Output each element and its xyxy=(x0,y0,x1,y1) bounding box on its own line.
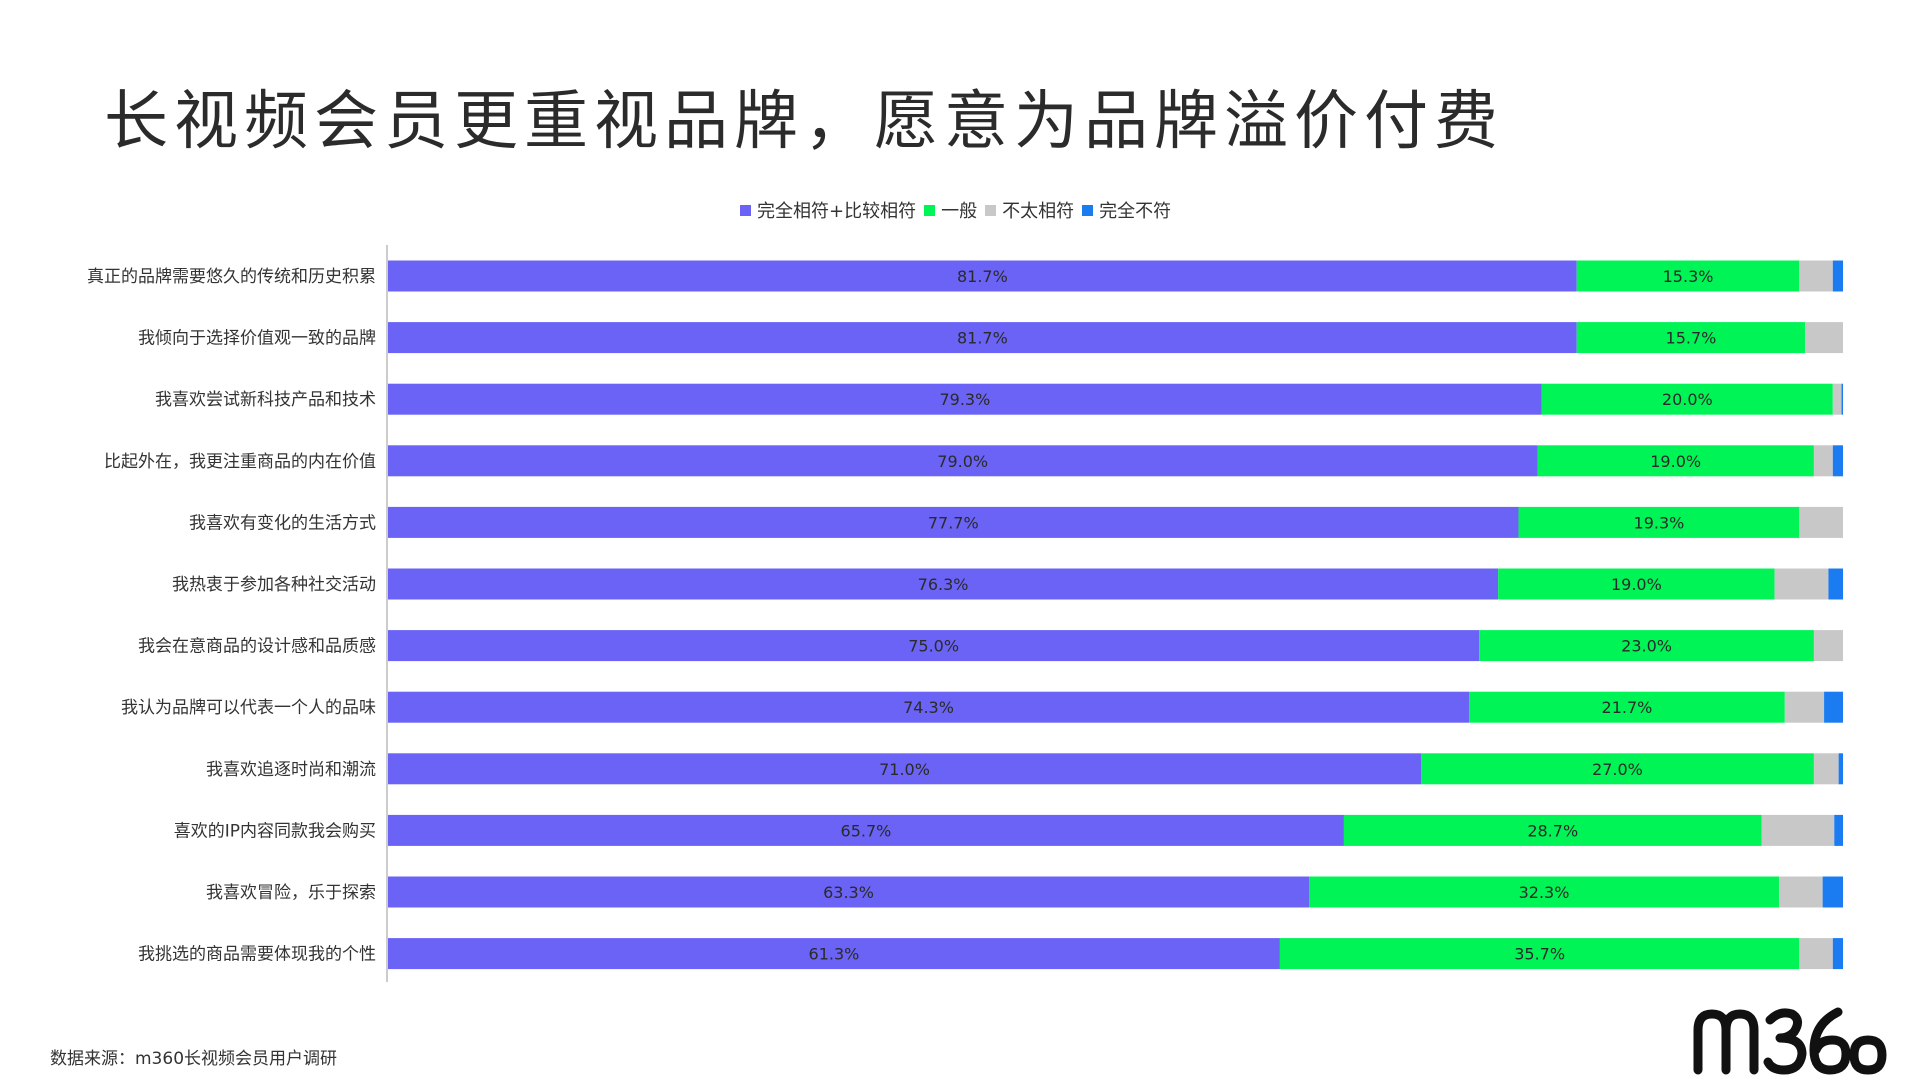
data-label: 20.0% xyxy=(1662,390,1713,409)
bar-segment xyxy=(1832,938,1843,970)
data-label: 63.3% xyxy=(823,883,874,902)
bar-segment xyxy=(1774,568,1829,600)
data-label: 61.3% xyxy=(809,945,860,964)
bar-segment xyxy=(1832,445,1843,477)
bar-segment xyxy=(1813,753,1839,785)
bar-segment xyxy=(388,938,1280,970)
bar-segment xyxy=(1576,322,1806,354)
data-source-note: 数据来源：m360长视频会员用户调研 xyxy=(50,1049,338,1069)
bar-segment xyxy=(1834,814,1843,846)
bar-segment xyxy=(1832,260,1843,292)
legend-item: 一般 xyxy=(924,197,977,223)
page-title: 长视频会员更重视品牌，愿意为品牌溢价付费 xyxy=(104,85,1504,159)
category-label: 我喜欢有变化的生活方式 xyxy=(189,513,376,533)
data-label: 79.0% xyxy=(937,452,988,471)
data-label: 19.0% xyxy=(1611,575,1662,594)
bar-segment xyxy=(1824,691,1843,723)
legend-swatch xyxy=(924,204,936,216)
bar-segment xyxy=(1822,876,1843,908)
category-label: 我会在意商品的设计感和品质感 xyxy=(138,637,376,657)
bar-segment xyxy=(1805,322,1843,354)
bar-segment xyxy=(1799,260,1833,292)
data-label: 15.3% xyxy=(1663,267,1714,286)
data-label: 32.3% xyxy=(1519,883,1570,902)
bar-segment xyxy=(1576,260,1800,292)
data-label: 15.7% xyxy=(1666,329,1717,348)
bar-segment xyxy=(1841,383,1843,415)
bar-segment xyxy=(1813,445,1833,477)
bar-segment xyxy=(388,753,1422,785)
bar-segment xyxy=(1498,568,1775,600)
legend-label: 不太相符 xyxy=(1002,201,1075,222)
bar-segment xyxy=(1778,876,1823,908)
legend-item: 不太相符 xyxy=(985,197,1074,223)
data-label: 19.0% xyxy=(1650,452,1701,471)
category-label: 我倾向于选择价值观一致的品牌 xyxy=(138,329,376,349)
data-label: 28.7% xyxy=(1527,821,1578,840)
category-label: 喜欢的IP内容同款我会购买 xyxy=(174,821,376,841)
bar-segment xyxy=(388,506,1519,538)
data-label: 75.0% xyxy=(908,637,959,656)
chart-legend: 完全相符+比较相符 一般 不太相符 完全不符 xyxy=(740,197,1179,223)
bar-segment xyxy=(388,876,1310,908)
legend-item: 完全不符 xyxy=(1082,197,1171,223)
bar-segment xyxy=(1541,383,1833,415)
stacked-bar-chart: 真正的品牌需要悠久的传统和历史积累 81.7% 15.3% 我倾向于选择价值观一致的品… xyxy=(87,245,1843,982)
legend-label: 一般 xyxy=(941,201,978,222)
data-label: 65.7% xyxy=(841,821,892,840)
bar-segment xyxy=(1828,568,1843,600)
bar-segment xyxy=(1518,506,1800,538)
data-label: 21.7% xyxy=(1602,698,1653,717)
category-label: 我喜欢追逐时尚和潮流 xyxy=(206,760,376,780)
category-label: 我挑选的商品需要体现我的个性 xyxy=(138,945,376,965)
bar-segment xyxy=(1421,753,1814,785)
bar-segment xyxy=(1469,691,1785,723)
category-label: 真正的品牌需要悠久的传统和历史积累 xyxy=(87,267,376,287)
data-label: 35.7% xyxy=(1514,945,1565,964)
bar-segment xyxy=(388,445,1538,477)
category-label: 我热衷于参加各种社交活动 xyxy=(172,575,376,595)
bar-segment xyxy=(1479,630,1814,662)
data-label: 79.3% xyxy=(939,390,990,409)
bar-segment xyxy=(1832,383,1842,415)
legend-item: 完全相符+比较相符 xyxy=(740,197,916,223)
bar-segment xyxy=(1813,630,1843,662)
legend-label: 完全相符+比较相符 xyxy=(757,201,917,222)
data-label: 23.0% xyxy=(1621,637,1672,656)
bar-segment xyxy=(1784,691,1825,723)
bar-segment xyxy=(388,630,1480,662)
legend-swatch xyxy=(740,204,751,216)
category-label: 我喜欢尝试新科技产品和技术 xyxy=(155,390,376,410)
bar-segment xyxy=(388,260,1577,292)
bar-segment xyxy=(1838,753,1843,785)
bar-segment xyxy=(1343,814,1762,846)
data-label: 74.3% xyxy=(903,698,954,717)
bar-segment xyxy=(388,691,1470,723)
data-label: 27.0% xyxy=(1592,760,1643,779)
bar-segment xyxy=(388,568,1499,600)
bar-segment xyxy=(1537,445,1814,477)
data-label: 81.7% xyxy=(957,267,1008,286)
bar-segment xyxy=(1279,938,1800,970)
data-label: 71.0% xyxy=(879,760,930,779)
legend-label: 完全不符 xyxy=(1099,201,1172,222)
category-label: 比起外在，我更注重商品的内在价值 xyxy=(104,452,376,472)
legend-swatch xyxy=(985,204,997,216)
bar-segment xyxy=(1799,938,1833,970)
m360-logo xyxy=(1693,1007,1887,1075)
bar-segment xyxy=(1309,876,1779,908)
bar-segment xyxy=(388,383,1542,415)
bar-segment xyxy=(1799,506,1843,538)
data-label: 19.3% xyxy=(1634,513,1685,532)
legend-swatch xyxy=(1082,204,1094,216)
bar-segment xyxy=(388,322,1577,354)
category-label: 我认为品牌可以代表一个人的品味 xyxy=(121,698,376,718)
category-label: 我喜欢冒险，乐于探索 xyxy=(206,883,376,903)
bar-segment xyxy=(1761,814,1835,846)
data-label: 76.3% xyxy=(918,575,969,594)
data-label: 77.7% xyxy=(928,513,979,532)
bar-segment xyxy=(388,814,1344,846)
data-label: 81.7% xyxy=(957,329,1008,348)
